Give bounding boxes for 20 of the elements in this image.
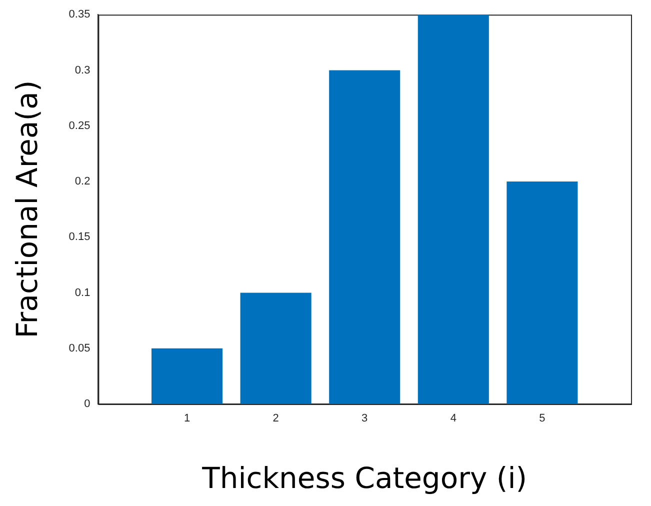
x-tick-label: 5 [539,412,546,425]
bar [418,14,489,404]
y-tick-label: 0.25 [68,120,90,132]
bar [329,70,400,404]
x-axis-title: Thickness Category (i) [201,461,528,496]
x-tick-label: 3 [362,412,368,425]
x-tick-label: 4 [450,412,456,425]
x-tick-label: 1 [184,412,190,425]
y-tick-label: 0 [84,398,90,410]
y-tick-label: 0.1 [74,286,90,299]
y-axis-title: Fractional Area(a) [10,80,44,338]
y-tick-label: 0.05 [68,342,90,354]
y-tick-label: 0.35 [68,8,90,21]
bar [151,348,223,404]
x-tick-label: 2 [272,412,279,425]
bar [506,181,578,404]
y-tick-label: 0.15 [68,231,90,244]
y-tick-label: 0.2 [74,176,90,188]
y-tick-label: 0.3 [74,64,90,76]
bar [240,292,312,404]
